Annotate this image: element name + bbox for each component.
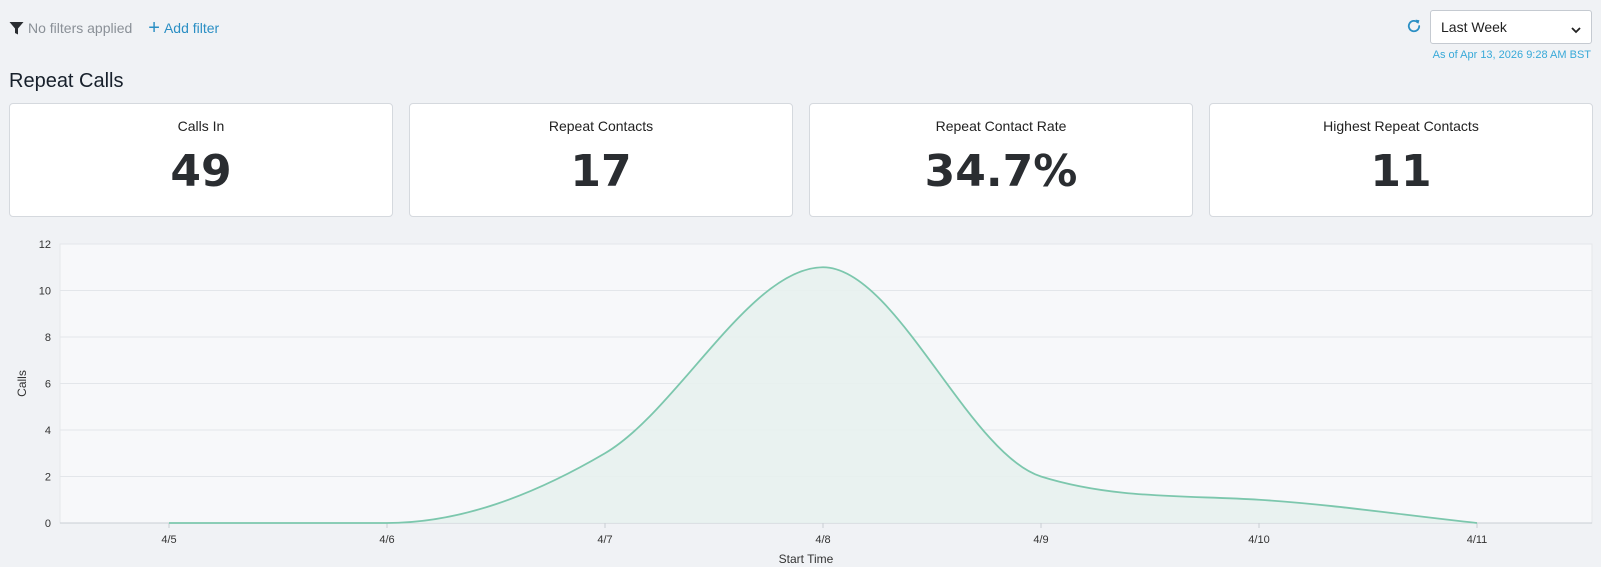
y-tick-label: 12 (39, 239, 51, 251)
x-tick-label: 4/11 (1467, 534, 1488, 546)
metric-label: Calls In (177, 118, 225, 134)
series-line (168, 266, 1478, 524)
add-filter-button[interactable]: + Add filter (148, 17, 220, 39)
chart-svg: 0 2 4 6 8 10 12 4/5 4/6 4/7 4/8 4/9 4/10 4/11 Calls Sta… (15, 239, 1593, 566)
y-tick-label: 0 (45, 518, 51, 530)
metric-value: 49 (170, 146, 232, 197)
metric-label: Repeat Contact Rate (935, 118, 1067, 134)
metric-card-repeat-contact-rate: Repeat Contact Rate 34.7% (809, 103, 1193, 217)
x-tick-label: 4/9 (1033, 534, 1048, 546)
add-filter-label: Add filter (163, 20, 220, 36)
time-range-select[interactable]: Last Week (1430, 10, 1592, 44)
x-tick-label: 4/7 (597, 534, 612, 546)
x-tick-label: 4/5 (161, 534, 176, 546)
x-axis-title: Start Time (779, 552, 834, 566)
metric-card-repeat-contacts: Repeat Contacts 17 (409, 103, 793, 217)
metric-card-highest-repeat-contacts: Highest Repeat Contacts 11 (1209, 103, 1593, 217)
page-title: Repeat Calls (9, 70, 124, 92)
x-tick-label: 4/10 (1248, 534, 1269, 546)
metric-value: 11 (1370, 146, 1432, 197)
filter-bar: No filters applied + Add filter (9, 17, 219, 39)
filter-status-text: No filters applied (28, 20, 133, 36)
y-tick-label: 6 (45, 379, 51, 391)
metric-value: 34.7% (924, 146, 1078, 197)
metric-label: Repeat Contacts (548, 118, 654, 134)
plus-icon: + (148, 17, 160, 39)
y-tick-label: 2 (45, 472, 51, 484)
metric-card-calls-in: Calls In 49 (9, 103, 393, 217)
time-range-value: Last Week (1441, 19, 1507, 35)
series-area (169, 267, 1477, 523)
filter-icon (9, 21, 24, 36)
x-tick-label: 4/6 (379, 534, 394, 546)
repeat-calls-chart: 0 2 4 6 8 10 12 4/5 4/6 4/7 4/8 4/9 4/10 4/11 Calls Sta… (0, 232, 1601, 567)
y-tick-label: 8 (45, 332, 51, 344)
refresh-icon[interactable] (1406, 18, 1422, 34)
y-tick-label: 4 (45, 425, 51, 437)
x-tick-label: 4/8 (815, 534, 830, 546)
chevron-down-icon (1571, 22, 1581, 34)
y-axis-title: Calls (15, 370, 29, 397)
metric-label: Highest Repeat Contacts (1323, 118, 1479, 134)
as-of-timestamp: As of Apr 13, 2026 9:28 AM BST (1432, 49, 1591, 61)
y-tick-label: 10 (39, 286, 51, 298)
metric-value: 17 (570, 146, 632, 197)
